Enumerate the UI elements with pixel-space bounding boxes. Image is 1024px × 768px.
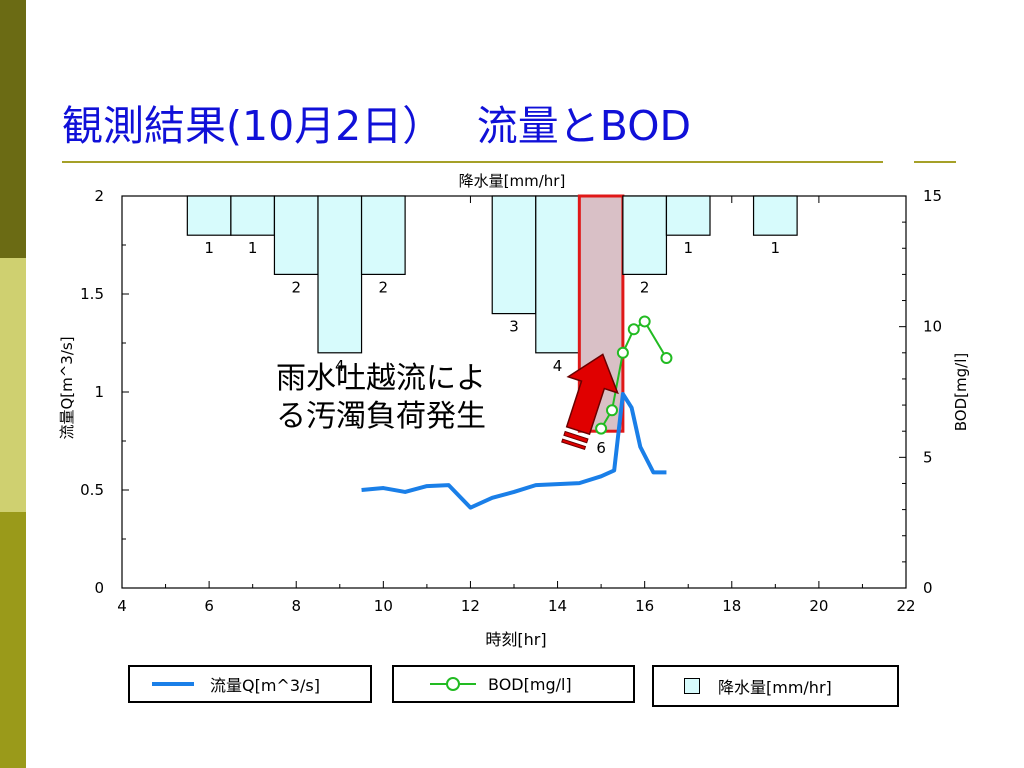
y-left-tick-label: 0.5 [80,481,104,499]
sidebar-accent-top [0,0,26,258]
y-right-axis-label: BOD[mg/l] [952,353,970,431]
bod-marker-swatch [430,677,476,691]
legend-rainfall: 降水量[mm/hr] [652,665,899,707]
bod-point [606,404,618,417]
sidebar-accent-middle [0,258,26,512]
flow-line-swatch [152,682,194,686]
rainfall-bar-label: 4 [335,357,345,375]
rainfall-bar-label: 6 [596,439,606,457]
red-up-arrow-icon [561,353,619,451]
arrow-part [563,430,589,444]
rainfall-bar-label: 2 [640,278,650,296]
x-tick-label: 16 [635,597,654,615]
rainfall-bar-label: 2 [291,278,301,296]
rainfall-bar [317,195,363,354]
rainfall-swatch [684,678,700,694]
y-left-tick-label: 1 [94,383,104,401]
rainfall-bar [230,195,276,236]
rainfall-bar [491,195,537,315]
legend-flow: 流量Q[m^3/s] [128,665,372,703]
rainfall-bar-label: 1 [683,239,693,257]
legend-bod: BOD[mg/l] [392,665,635,703]
overflow-annotation: 雨水吐越流によ る汚濁負荷発生 [276,361,486,434]
y-left-axis-label: 流量Q[m^3/s] [58,336,76,439]
y-right-tick-label: 15 [923,187,942,205]
rainfall-bar [273,195,319,276]
bod-point [627,323,640,336]
x-tick-label: 18 [722,597,741,615]
bod-point [616,346,629,359]
y-right-tick-label: 5 [923,448,933,466]
legend-flow-label: 流量Q[m^3/s] [210,676,320,695]
title-underline [62,161,883,163]
x-tick-label: 12 [461,597,480,615]
y-right-tick-label: 0 [923,579,933,597]
arrow-part [565,353,619,436]
y-left-tick-label: 0 [94,579,104,597]
rainfall-bar-label: 2 [379,278,389,296]
y-right-tick-label: 10 [923,318,942,336]
arrow-part [561,438,587,451]
rainfall-bar-label: 1 [204,239,214,257]
x-tick-label: 6 [204,597,214,615]
title-underline-right [914,161,956,163]
rainfall-bar [535,195,580,354]
rainfall-axis-label: 降水量[mm/hr] [459,172,566,190]
bod-point [638,315,651,328]
rainfall-bar [186,195,232,236]
x-tick-label: 8 [291,597,301,615]
legend-bod-label: BOD[mg/l] [488,674,572,694]
legend-rainfall-label: 降水量[mm/hr] [718,678,832,697]
rainfall-bar-label: 3 [509,318,519,336]
rainfall-bar [752,195,798,236]
rainfall-bar [360,195,406,276]
rainfall-bar-label: 1 [248,239,258,257]
x-tick-label: 10 [374,597,393,615]
rainfall-bar-label: 4 [553,357,563,375]
x-tick-label: 22 [896,597,915,615]
sidebar-accent-bottom [0,512,26,768]
rainfall-bar [665,195,711,236]
bod-point [660,352,673,365]
bod-point [595,422,608,435]
x-tick-label: 14 [548,597,567,615]
x-axis-label: 時刻[hr] [485,630,546,649]
x-tick-label: 4 [117,597,127,615]
flow-series-line [361,391,667,510]
x-tick-label: 20 [809,597,828,615]
slide-title: 観測結果(10月2日） 流量とBOD [62,102,692,150]
rainfall-bar-label: 1 [771,239,781,257]
rainfall-bar [622,195,668,276]
y-left-tick-label: 1.5 [80,285,104,303]
y-left-tick-label: 2 [94,187,104,205]
